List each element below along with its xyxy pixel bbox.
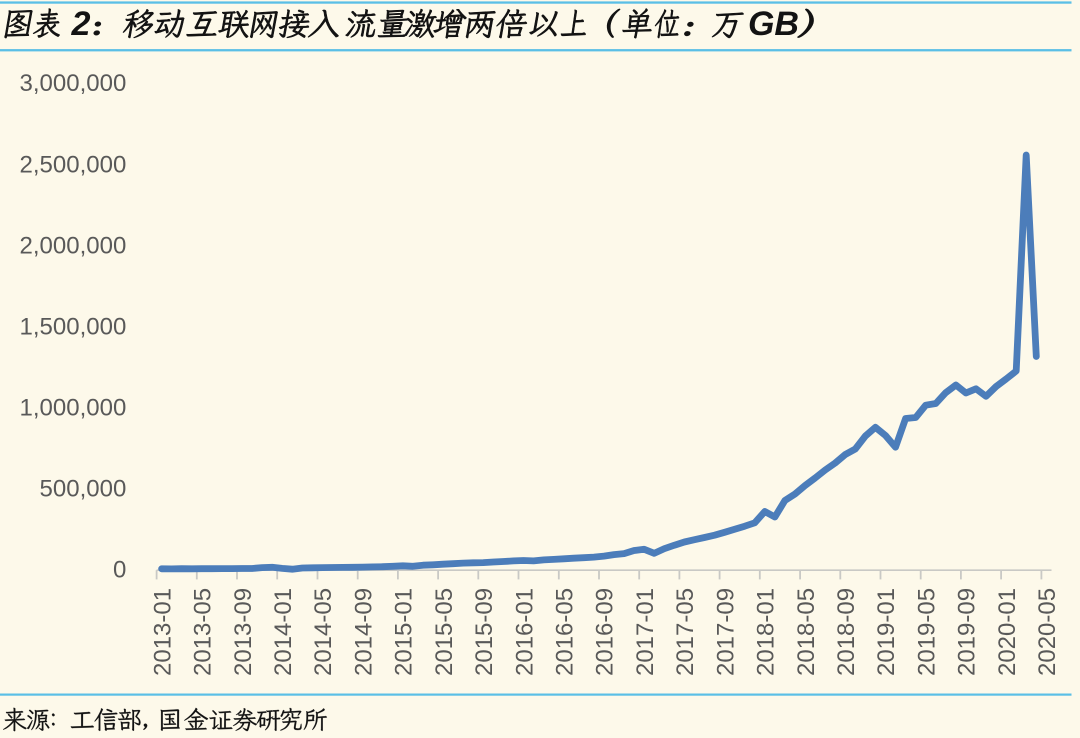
svg-text:2015-05: 2015-05 — [431, 588, 458, 676]
svg-text:2018-05: 2018-05 — [793, 588, 820, 676]
svg-text:1,500,000: 1,500,000 — [20, 314, 127, 341]
svg-text:2018-01: 2018-01 — [753, 588, 780, 676]
svg-text:2016-01: 2016-01 — [511, 588, 538, 676]
svg-text:2015-01: 2015-01 — [391, 588, 418, 676]
svg-text:2013-01: 2013-01 — [149, 588, 176, 676]
svg-text:2017-01: 2017-01 — [632, 588, 659, 676]
svg-text:2014-01: 2014-01 — [270, 588, 297, 676]
svg-text:2019-09: 2019-09 — [954, 588, 981, 676]
svg-text:2,000,000: 2,000,000 — [20, 232, 127, 259]
svg-text:2015-09: 2015-09 — [471, 588, 498, 676]
svg-text:2017-09: 2017-09 — [712, 588, 739, 676]
svg-text:2020-05: 2020-05 — [1034, 588, 1061, 676]
svg-text:2018-09: 2018-09 — [833, 588, 860, 676]
svg-text:2019-01: 2019-01 — [873, 588, 900, 676]
svg-text:2014-05: 2014-05 — [310, 588, 337, 676]
svg-text:2013-05: 2013-05 — [190, 588, 217, 676]
svg-text:2020-01: 2020-01 — [994, 588, 1021, 676]
svg-text:2017-05: 2017-05 — [672, 588, 699, 676]
svg-text:2019-05: 2019-05 — [914, 588, 941, 676]
svg-text:2014-09: 2014-09 — [350, 588, 377, 676]
svg-text:2013-09: 2013-09 — [230, 588, 257, 676]
svg-text:500,000: 500,000 — [40, 476, 127, 503]
svg-text:3,000,000: 3,000,000 — [20, 70, 127, 97]
svg-text:1,000,000: 1,000,000 — [20, 395, 127, 422]
svg-text:0: 0 — [113, 557, 126, 584]
svg-text:2016-05: 2016-05 — [552, 588, 579, 676]
svg-text:2016-09: 2016-09 — [592, 588, 619, 676]
svg-text:2,500,000: 2,500,000 — [20, 151, 127, 178]
